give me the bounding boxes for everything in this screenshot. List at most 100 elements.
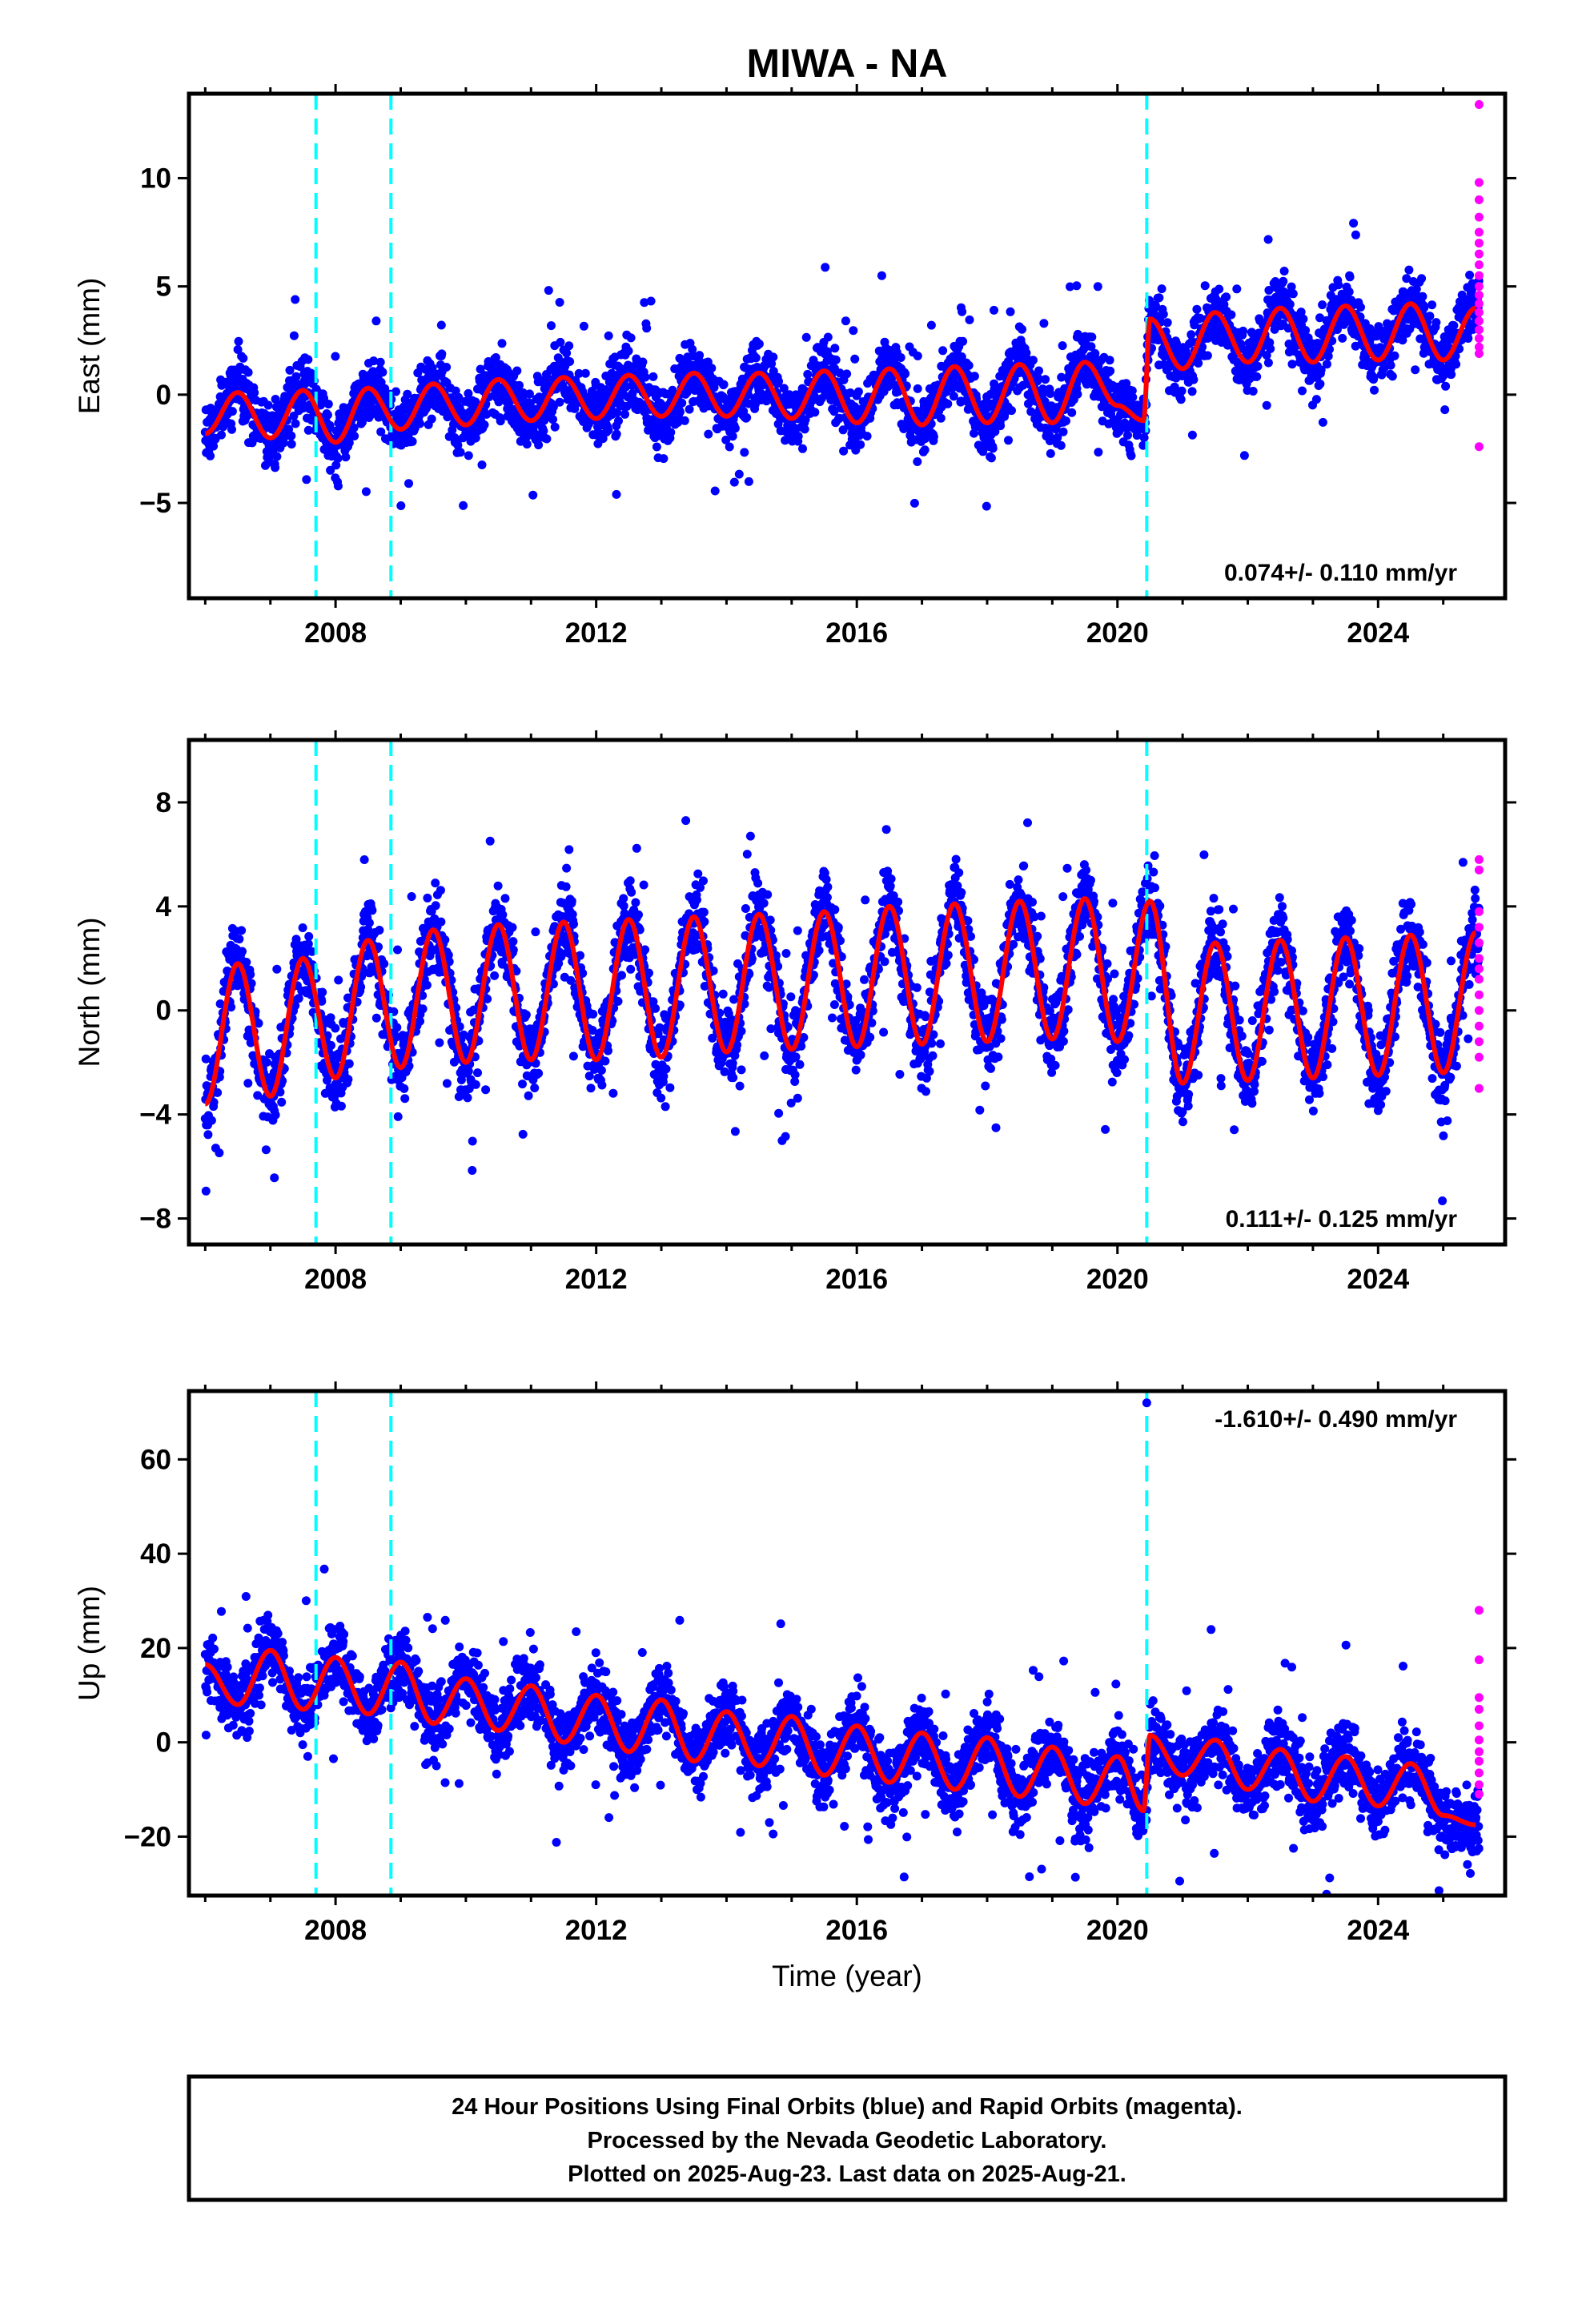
up-rapid-orbit-point-6 — [1474, 1747, 1484, 1756]
east-final-orbit-points — [200, 219, 1484, 511]
north-y-tick-label: 8 — [156, 787, 171, 818]
north-model-fit-line — [203, 896, 1478, 1107]
east-y-tick-label: 5 — [156, 271, 171, 303]
north-y-tick-label: 4 — [156, 891, 172, 923]
east-rapid-orbit-point-3 — [1474, 212, 1484, 222]
east-x-tick-label: 2012 — [565, 617, 628, 649]
north-rapid-orbit-point-5 — [1474, 954, 1484, 963]
up-x-tick-label: 2024 — [1347, 1915, 1409, 1946]
up-outlier-point-0 — [1142, 1398, 1151, 1408]
east-x-tick-label: 2016 — [825, 617, 888, 649]
up-y-tick-label: 40 — [140, 1538, 171, 1570]
up-panel: 2008 2012 2016 2020 2024 −20 0 20 40 60 Up (mm) -1.… — [73, 1381, 1516, 1946]
east-y-tick-label: 10 — [140, 163, 171, 194]
east-rapid-orbit-point-8 — [1474, 271, 1484, 280]
figure-title: MIWA - NA — [747, 41, 948, 86]
up-rapid-orbit-point-3 — [1474, 1704, 1484, 1714]
north-x-tick-label: 2012 — [565, 1264, 628, 1295]
east-y-axis-label: East (mm) — [73, 278, 106, 415]
north-y-tick-label: −8 — [139, 1204, 171, 1235]
east-plot-area — [200, 94, 1484, 598]
east-rapid-orbit-point-4 — [1474, 227, 1484, 237]
east-plot-frame — [187, 91, 1508, 601]
north-rapid-orbit-point-3 — [1474, 923, 1484, 932]
north-rapid-orbit-point-8 — [1474, 990, 1484, 999]
up-rate-label: -1.610+/- 0.490 mm/yr — [1215, 1406, 1457, 1433]
north-rapid-orbit-point-10 — [1474, 1021, 1484, 1031]
north-final-orbit-points — [200, 816, 1484, 1205]
footer-line-2: Processed by the Nevada Geodetic Laborat… — [588, 2128, 1107, 2153]
east-rapid-orbit-point-12 — [1474, 308, 1484, 317]
east-rapid-orbit-point-11 — [1474, 299, 1484, 308]
north-rapid-orbit-point-7 — [1474, 975, 1484, 984]
up-y-tick-label: 20 — [140, 1633, 171, 1664]
east-y-tick-label: −5 — [139, 488, 171, 519]
east-model-fit-line — [203, 301, 1478, 445]
north-y-tick-label: −4 — [139, 1100, 171, 1131]
east-x-tick-label: 2020 — [1086, 617, 1149, 649]
east-panel: 2008 2012 2016 2020 2024 −5 0 5 10 East (mm) 0.074… — [73, 84, 1516, 649]
north-x-tick-label: 2008 — [304, 1264, 367, 1295]
north-rapid-orbit-point-9 — [1474, 1006, 1484, 1015]
up-rapid-orbit-point-1 — [1474, 1655, 1484, 1665]
up-y-tick-label: −20 — [124, 1821, 171, 1852]
east-rapid-orbit-point-6 — [1474, 249, 1484, 259]
east-rapid-orbit-point-14 — [1474, 325, 1484, 335]
up-y-axis-label: Up (mm) — [73, 1586, 106, 1701]
footer-frame — [187, 2074, 1508, 2202]
north-rapid-orbit-point-11 — [1474, 1037, 1484, 1047]
north-rapid-orbit-point-6 — [1474, 964, 1484, 974]
east-x-tick-label: 2008 — [304, 617, 367, 649]
footer-line-1: 24 Hour Positions Using Final Orbits (bl… — [452, 2094, 1243, 2120]
up-plot-area — [200, 1391, 1484, 1896]
up-y-tick-label: 60 — [140, 1444, 171, 1475]
x-axis-label: Time (year) — [772, 1960, 922, 1992]
east-rapid-orbit-point-17 — [1474, 348, 1484, 358]
east-rate-label: 0.074+/- 0.110 mm/yr — [1224, 560, 1457, 586]
footer-box: 24 Hour Positions Using Final Orbits (bl… — [187, 2074, 1508, 2202]
east-rapid-orbit-point-2 — [1474, 195, 1484, 204]
east-rapid-orbit-point-7 — [1474, 260, 1484, 270]
east-rapid-orbit-point-15 — [1474, 334, 1484, 344]
north-rapid-orbit-point-12 — [1474, 1052, 1484, 1062]
up-x-tick-label: 2012 — [565, 1915, 628, 1946]
north-x-tick-label: 2024 — [1347, 1264, 1409, 1295]
east-rapid-orbit-point-18 — [1474, 442, 1484, 452]
east-rapid-orbit-point-16 — [1474, 342, 1484, 352]
north-rapid-orbit-point-0 — [1474, 854, 1484, 864]
east-x-tick-label: 2024 — [1347, 617, 1409, 649]
north-rapid-orbit-point-4 — [1474, 938, 1484, 947]
north-rapid-orbit-point-2 — [1474, 907, 1484, 916]
north-x-tick-label: 2016 — [825, 1264, 888, 1295]
up-rapid-orbit-point-5 — [1474, 1735, 1484, 1745]
up-x-tick-label: 2016 — [825, 1915, 888, 1946]
east-rapid-orbit-point-0 — [1474, 100, 1484, 110]
up-model-fit-line — [203, 1647, 1478, 1827]
east-rapid-orbit-point-1 — [1474, 178, 1484, 187]
north-rapid-orbit-point-13 — [1474, 1084, 1484, 1093]
up-rapid-orbit-point-10 — [1474, 1789, 1484, 1799]
up-y-tick-label: 0 — [156, 1727, 171, 1759]
up-rapid-orbit-point-8 — [1474, 1768, 1484, 1778]
up-x-tick-label: 2008 — [304, 1915, 367, 1946]
up-rapid-orbit-point-0 — [1474, 1606, 1484, 1615]
north-rate-label: 0.111+/- 0.125 mm/yr — [1226, 1206, 1458, 1232]
up-rapid-orbit-point-9 — [1474, 1780, 1484, 1790]
north-plot-area — [200, 740, 1484, 1244]
east-rapid-orbit-point-5 — [1474, 239, 1484, 248]
up-final-orbit-points — [200, 1564, 1484, 1896]
up-rapid-orbit-point-7 — [1474, 1756, 1484, 1766]
north-plot-frame — [187, 738, 1508, 1247]
up-rapid-orbit-point-4 — [1474, 1721, 1484, 1731]
up-plot-frame — [187, 1389, 1508, 1898]
north-y-tick-label: 0 — [156, 995, 171, 1027]
north-panel: 2008 2012 2016 2020 2024 −8 −4 0 4 8 North (mm) 0.1… — [73, 730, 1516, 1295]
east-rapid-orbit-point-13 — [1474, 316, 1484, 326]
east-rapid-orbit-point-9 — [1474, 282, 1484, 292]
north-y-axis-label: North (mm) — [73, 917, 106, 1067]
footer-line-3: Plotted on 2025-Aug-23. Last data on 202… — [568, 2161, 1126, 2187]
north-rapid-orbit-point-1 — [1474, 865, 1484, 875]
east-rapid-orbit-point-10 — [1474, 290, 1484, 300]
up-x-tick-label: 2020 — [1086, 1915, 1149, 1946]
